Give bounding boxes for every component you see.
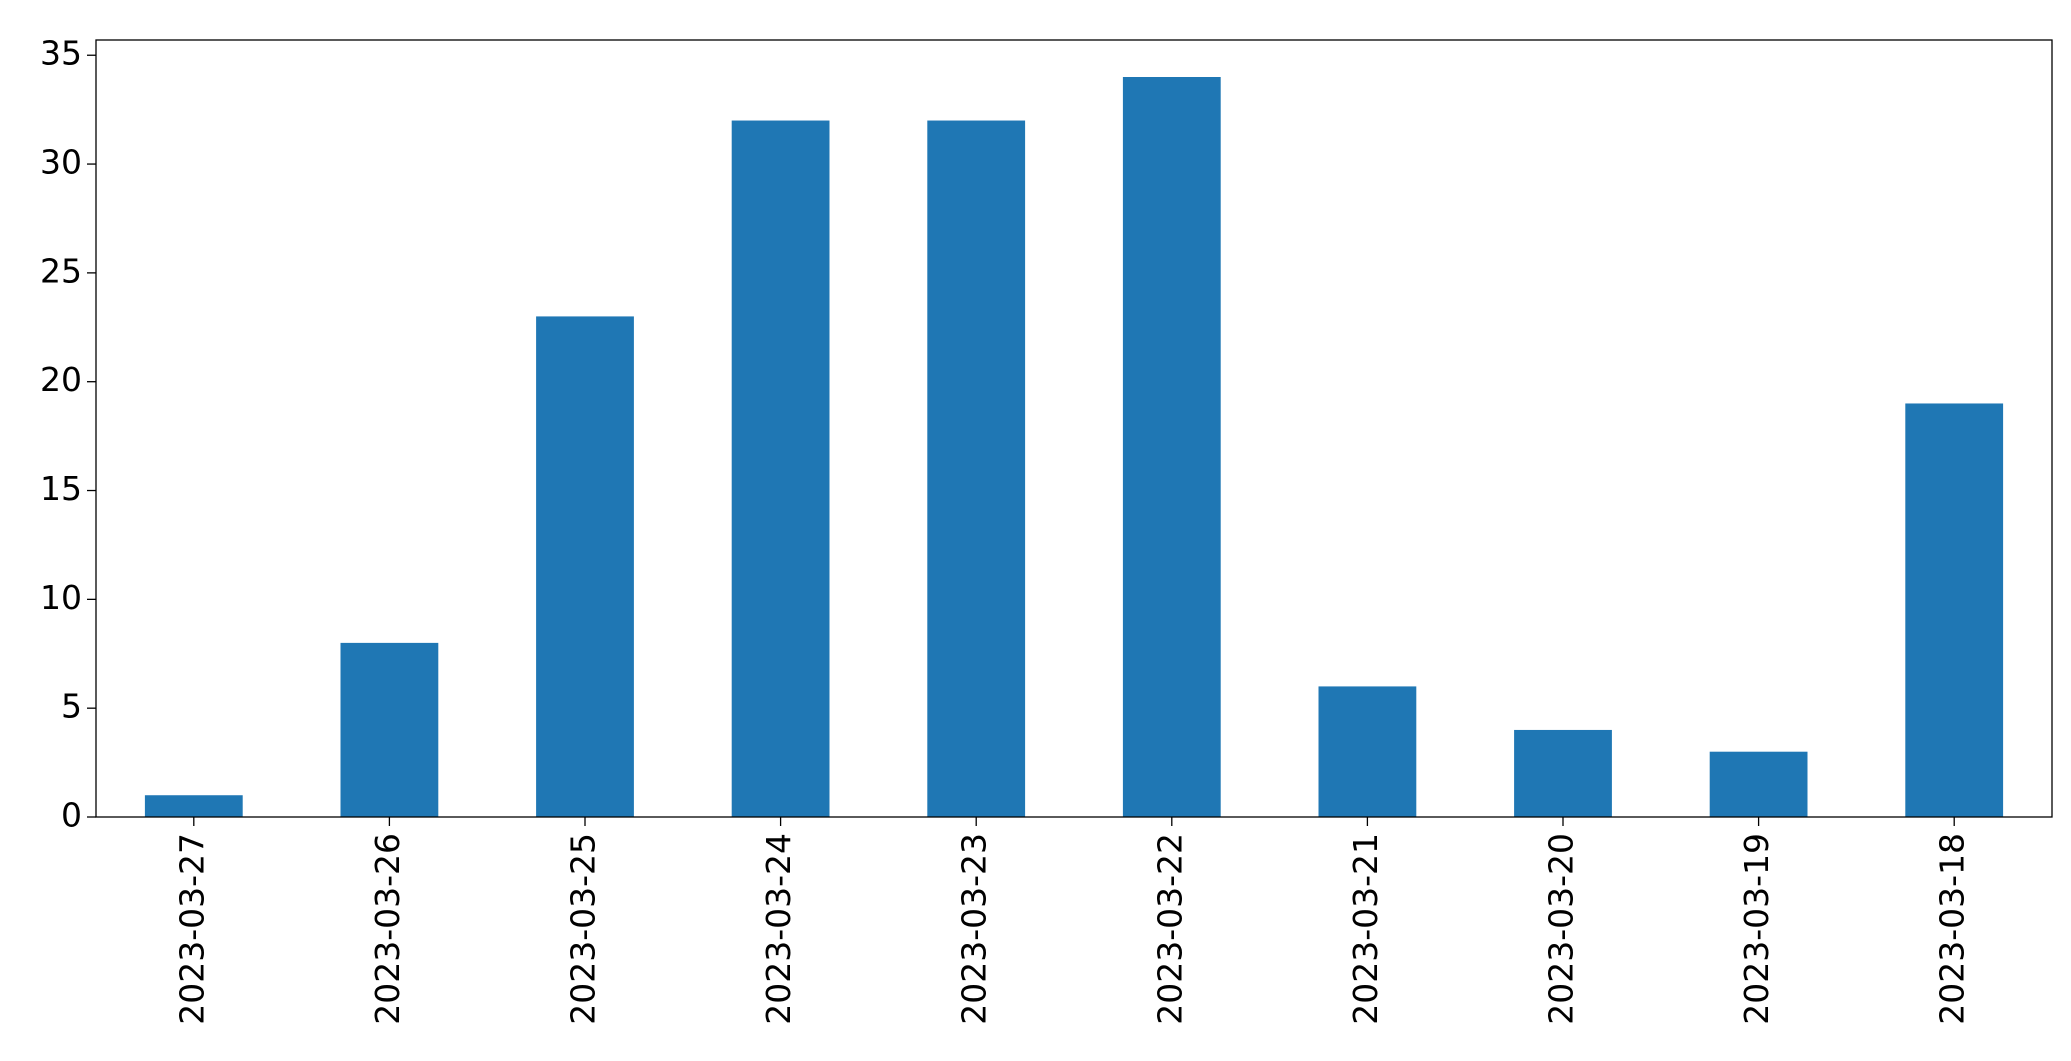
- x-tick-label: 2023-03-27: [172, 833, 211, 1025]
- bar: [731, 120, 830, 817]
- x-tick-label: 2023-03-23: [955, 833, 994, 1025]
- bar: [1318, 686, 1417, 817]
- x-tick-label: 2023-03-26: [368, 833, 407, 1025]
- y-tick-label: 15: [40, 469, 82, 508]
- bar: [1709, 751, 1808, 817]
- plot-frame: [95, 39, 2053, 818]
- x-tick-label: 2023-03-19: [1737, 833, 1776, 1025]
- y-tick-label: 30: [40, 143, 82, 182]
- y-tick-label: 10: [40, 578, 82, 617]
- x-tick-label: 2023-03-24: [759, 833, 798, 1025]
- y-tick-label: 5: [61, 687, 82, 726]
- y-tick-label: 20: [40, 360, 82, 399]
- bar: [340, 642, 439, 817]
- y-tick-label: 35: [40, 34, 82, 73]
- x-tick-label: 2023-03-25: [564, 833, 603, 1025]
- y-tick-label: 25: [40, 251, 82, 290]
- x-tick-label: 2023-03-18: [1933, 833, 1972, 1025]
- bar: [536, 316, 634, 817]
- y-tick-label: 0: [61, 796, 82, 835]
- bar: [1905, 403, 2004, 817]
- x-tick-label: 2023-03-22: [1150, 833, 1189, 1025]
- bar: [927, 120, 1026, 817]
- bar: [1514, 729, 1612, 817]
- bar: [144, 795, 243, 817]
- bar: [1122, 77, 1221, 817]
- x-tick-label: 2023-03-20: [1542, 833, 1581, 1025]
- x-tick-label: 2023-03-21: [1346, 833, 1385, 1025]
